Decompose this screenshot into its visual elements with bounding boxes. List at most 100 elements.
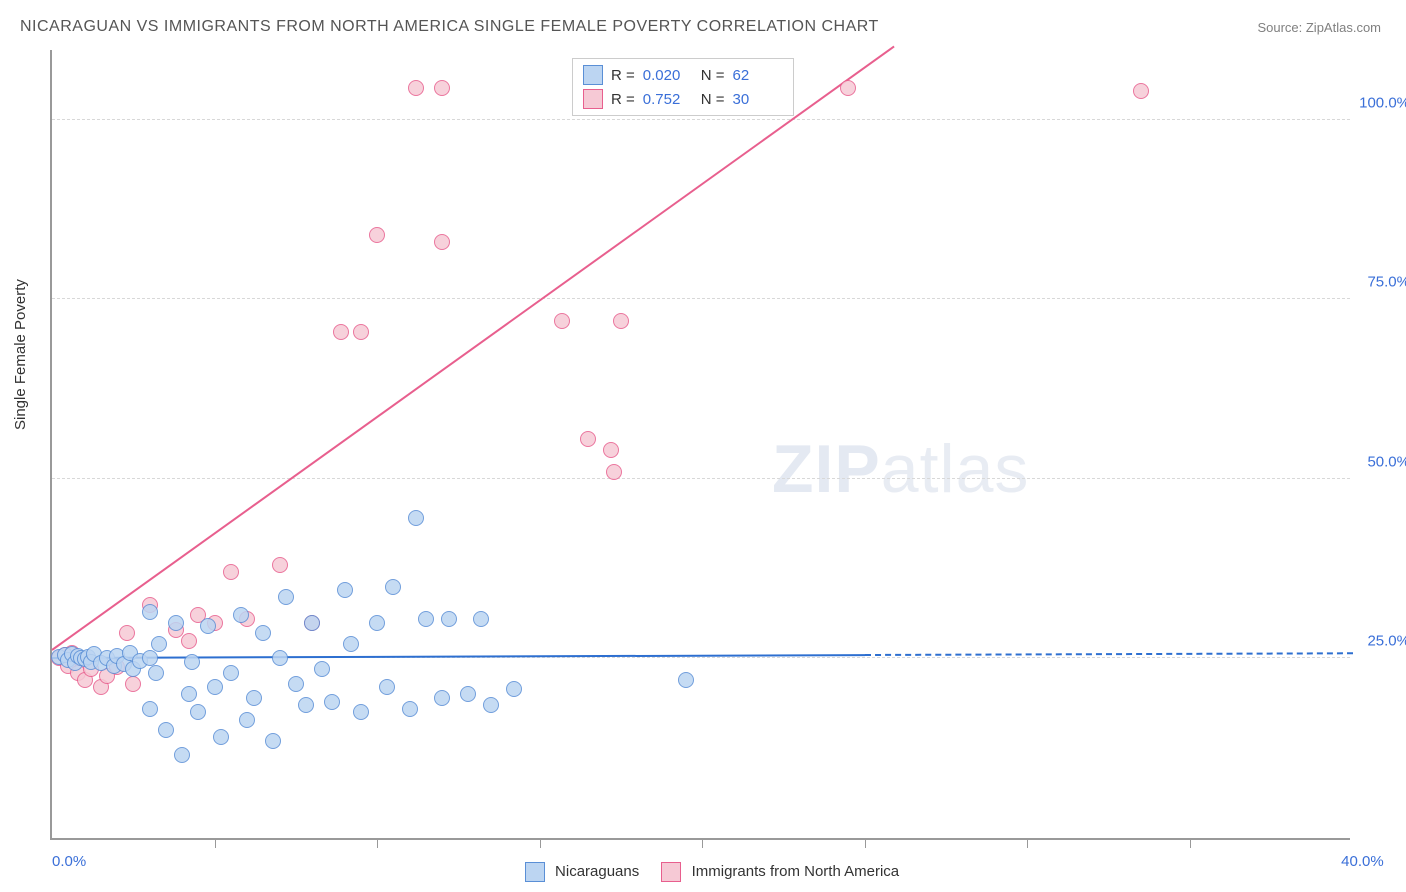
scatter-point <box>288 676 304 692</box>
gridline-h <box>52 119 1350 120</box>
scatter-point <box>353 704 369 720</box>
scatter-point <box>142 701 158 717</box>
scatter-point <box>434 690 450 706</box>
xtick <box>702 838 703 848</box>
scatter-point <box>190 704 206 720</box>
swatch-series-1 <box>661 862 681 882</box>
scatter-point <box>418 611 434 627</box>
scatter-point <box>239 712 255 728</box>
scatter-point <box>408 510 424 526</box>
scatter-point <box>606 464 622 480</box>
ytick-label: 25.0% <box>1367 633 1406 650</box>
xtick <box>540 838 541 848</box>
scatter-point <box>506 681 522 697</box>
legend-label-1: Immigrants from North America <box>692 863 900 880</box>
scatter-point <box>434 234 450 250</box>
r-label: R = <box>611 91 635 108</box>
scatter-point <box>554 313 570 329</box>
scatter-point <box>151 636 167 652</box>
scatter-point <box>174 747 190 763</box>
stats-row-series-1: R = 0.752 N = 30 <box>583 87 783 111</box>
scatter-point <box>272 557 288 573</box>
scatter-point <box>353 324 369 340</box>
scatter-point <box>181 686 197 702</box>
scatter-point <box>369 227 385 243</box>
stats-legend-box: R = 0.020 N = 62 R = 0.752 N = 30 <box>572 58 794 116</box>
swatch-series-1 <box>583 89 603 109</box>
n-label: N = <box>701 91 725 108</box>
scatter-point <box>184 654 200 670</box>
xtick <box>377 838 378 848</box>
scatter-point <box>207 679 223 695</box>
scatter-point <box>460 686 476 702</box>
scatter-point <box>119 625 135 641</box>
scatter-point <box>272 650 288 666</box>
scatter-point <box>148 665 164 681</box>
n-value-1: 30 <box>733 91 783 108</box>
scatter-point <box>408 80 424 96</box>
scatter-point <box>343 636 359 652</box>
scatter-point <box>324 694 340 710</box>
scatter-point <box>304 615 320 631</box>
scatter-point <box>213 729 229 745</box>
chart-title: NICARAGUAN VS IMMIGRANTS FROM NORTH AMER… <box>20 18 879 36</box>
scatter-point <box>580 431 596 447</box>
n-value-0: 62 <box>733 67 783 84</box>
n-label: N = <box>701 67 725 84</box>
bottom-legend: Nicaraguans Immigrants from North Americ… <box>0 862 1406 882</box>
r-label: R = <box>611 67 635 84</box>
scatter-point <box>434 80 450 96</box>
scatter-point <box>613 313 629 329</box>
scatter-point <box>278 589 294 605</box>
chart-area: ZIPatlas R = 0.020 N = 62 R = 0.752 N = … <box>50 50 1350 840</box>
xtick <box>1027 838 1028 848</box>
swatch-series-0 <box>525 862 545 882</box>
ytick-label: 50.0% <box>1367 453 1406 470</box>
scatter-point <box>333 324 349 340</box>
r-value-0: 0.020 <box>643 67 693 84</box>
scatter-point <box>158 722 174 738</box>
scatter-point <box>314 661 330 677</box>
r-value-1: 0.752 <box>643 91 693 108</box>
y-axis-label: Single Female Poverty <box>12 279 29 430</box>
ytick-label: 100.0% <box>1359 94 1406 111</box>
scatter-point <box>223 665 239 681</box>
swatch-series-0 <box>583 65 603 85</box>
scatter-point <box>1133 83 1149 99</box>
scatter-point <box>337 582 353 598</box>
source-label: Source: ZipAtlas.com <box>1257 20 1381 35</box>
scatter-point <box>379 679 395 695</box>
ytick-label: 75.0% <box>1367 274 1406 291</box>
xtick <box>215 838 216 848</box>
scatter-point <box>369 615 385 631</box>
trend-line <box>51 46 894 651</box>
scatter-point <box>603 442 619 458</box>
watermark: ZIPatlas <box>772 430 1029 508</box>
scatter-point <box>255 625 271 641</box>
stats-row-series-0: R = 0.020 N = 62 <box>583 63 783 87</box>
scatter-point <box>168 615 184 631</box>
scatter-point <box>142 604 158 620</box>
watermark-thin: atlas <box>881 431 1030 507</box>
scatter-point <box>678 672 694 688</box>
scatter-point <box>200 618 216 634</box>
xtick <box>1190 838 1191 848</box>
scatter-point <box>441 611 457 627</box>
gridline-h <box>52 298 1350 299</box>
legend-label-0: Nicaraguans <box>555 863 639 880</box>
trend-line-dash <box>864 653 1352 657</box>
scatter-point <box>483 697 499 713</box>
gridline-h <box>52 478 1350 479</box>
scatter-point <box>181 633 197 649</box>
scatter-point <box>125 676 141 692</box>
scatter-point <box>223 564 239 580</box>
scatter-point <box>473 611 489 627</box>
scatter-point <box>840 80 856 96</box>
scatter-point <box>385 579 401 595</box>
scatter-point <box>233 607 249 623</box>
scatter-point <box>402 701 418 717</box>
scatter-point <box>265 733 281 749</box>
scatter-point <box>246 690 262 706</box>
watermark-bold: ZIP <box>772 431 881 507</box>
scatter-point <box>298 697 314 713</box>
